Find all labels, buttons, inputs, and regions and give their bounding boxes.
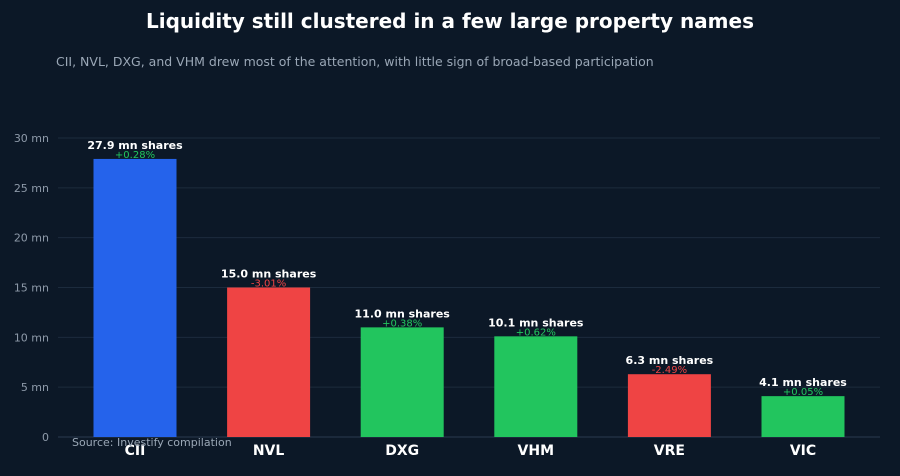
change-label: +0.28%: [115, 150, 155, 161]
y-tick-label: 25 mn: [14, 182, 49, 195]
bar-vhm: [494, 336, 578, 437]
x-tick-label: DXG: [385, 443, 419, 459]
y-tick-label: 10 mn: [14, 331, 49, 344]
y-tick-label: 30 mn: [14, 132, 49, 145]
y-tick-label: 0: [42, 431, 49, 444]
x-tick-label: VRE: [654, 443, 685, 459]
bar-vic: [761, 396, 845, 437]
x-tick-label: NVL: [253, 443, 285, 459]
change-label: +0.05%: [783, 387, 823, 398]
y-tick-label: 15 mn: [14, 282, 49, 295]
value-label: 6.3 mn shares: [626, 354, 714, 367]
y-tick-label: 20 mn: [14, 232, 49, 245]
value-label: 27.9 mn shares: [87, 139, 183, 152]
value-label: 15.0 mn shares: [221, 268, 317, 281]
value-label: 10.1 mn shares: [488, 316, 584, 329]
bar-dxg: [360, 327, 444, 437]
bar-vre: [627, 374, 711, 437]
chart-subtitle: CII, NVL, DXG, and VHM drew most of the …: [56, 54, 654, 69]
y-tick-label: 5 mn: [21, 381, 49, 394]
change-label: -2.49%: [652, 365, 687, 376]
bar-cii: [93, 158, 177, 437]
change-label: +0.62%: [516, 327, 556, 338]
change-label: -3.01%: [251, 279, 286, 290]
bar-nvl: [227, 287, 311, 437]
source-note: Source: Investify compilation: [72, 436, 232, 449]
change-label: +0.38%: [382, 318, 422, 329]
value-label: 11.0 mn shares: [355, 307, 451, 320]
x-tick-label: VHM: [518, 443, 554, 459]
value-label: 4.1 mn shares: [759, 376, 847, 389]
x-tick-label: VIC: [790, 443, 816, 459]
chart-title: Liquidity still clustered in a few large…: [146, 9, 754, 33]
x-tick-label: CII: [125, 443, 146, 459]
